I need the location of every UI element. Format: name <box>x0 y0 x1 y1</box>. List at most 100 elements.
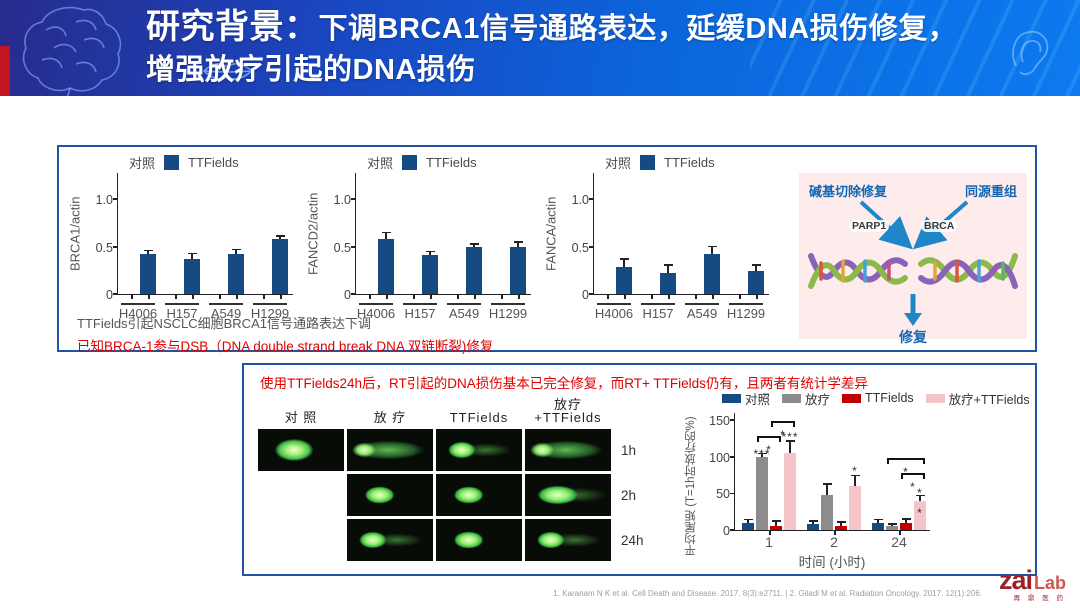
bar-plot: 0 0.5 1.0 H4006 H157 A549 H1299 <box>334 173 531 321</box>
title-line1: 下调BRCA1信号通路表达，延缓DNA损伤修复， <box>318 13 958 45</box>
bar <box>886 526 898 530</box>
legend-item: 放疗 <box>782 389 830 408</box>
category-label: H4006 <box>118 306 158 321</box>
bar <box>616 267 632 294</box>
group-underline <box>209 303 243 305</box>
chart-legend: 对照 TTFields <box>367 153 477 172</box>
x-tick <box>739 295 741 299</box>
bar <box>756 456 768 530</box>
error-bar <box>812 521 814 525</box>
error-bar-cap <box>619 258 629 260</box>
error-bar <box>747 520 749 524</box>
bar <box>742 523 754 530</box>
bar <box>784 453 796 530</box>
legend-label-ttfields: TTFields <box>664 155 715 170</box>
legend-label-ttfields: TTFields <box>188 155 239 170</box>
x-tick <box>651 295 653 299</box>
y-tick-label: 150 <box>709 414 730 428</box>
error-bar-cap <box>381 231 391 234</box>
dna-helix-break-image <box>808 253 1018 289</box>
comet-blob-image <box>347 519 433 561</box>
group-underline <box>121 303 155 305</box>
comet-header-spacer <box>614 395 644 425</box>
comet-blob-image <box>436 519 522 561</box>
error-bar <box>147 251 149 255</box>
comet-cell <box>347 429 433 471</box>
bar <box>466 246 482 294</box>
x-tick <box>236 295 238 299</box>
y-axis-label: 平均尾矩 (T=1h时放疗的%) <box>685 416 697 556</box>
legend-swatch-ttfields <box>164 155 180 170</box>
logo-zai: zai <box>998 564 1033 595</box>
brain-icon <box>22 6 122 96</box>
error-bar <box>711 247 713 255</box>
y-tick <box>351 245 356 248</box>
error-bar-cap <box>822 482 832 485</box>
x-tick <box>175 295 177 299</box>
bar <box>835 525 847 530</box>
sig-bracket <box>887 458 925 464</box>
comet-blob-image <box>347 429 433 471</box>
category-label: H157 <box>642 306 674 321</box>
comet-header: 对 照 放 疗 TTFields 放疗 +TTFields <box>258 395 644 425</box>
legend-item: 对照 <box>722 389 770 408</box>
category-label: H157 <box>166 306 198 321</box>
bar <box>228 254 244 294</box>
error-bar-cap <box>143 249 153 252</box>
y-tick-label: 0 <box>344 288 351 302</box>
diagram-label-repair: 修复 <box>899 329 927 345</box>
comet-blob-image <box>347 474 433 516</box>
x-tick <box>518 295 520 299</box>
diagram-label-homologous-recombination: 同源重组 <box>964 184 1017 199</box>
legend-label-ttfields: TTFields <box>426 155 477 170</box>
error-bar <box>385 233 387 239</box>
y-tick <box>351 293 356 295</box>
legend-swatch-ttfields <box>640 155 656 170</box>
error-bar <box>775 521 777 526</box>
x-tick <box>369 295 371 299</box>
error-bar-cap <box>743 518 753 521</box>
x-tick <box>624 295 626 299</box>
error-bar <box>517 242 519 247</box>
error-bar <box>623 259 625 268</box>
sig-star: * <box>910 479 916 494</box>
y-tick <box>589 198 594 200</box>
x-tick <box>769 531 771 535</box>
x-tick <box>756 295 758 299</box>
comet-column-label: 对 照 <box>284 410 318 426</box>
y-axis-label: BRCA1/actin <box>67 196 83 272</box>
legend-item: TTFields <box>842 391 914 405</box>
y-tick <box>113 245 118 248</box>
x-tick <box>413 295 415 299</box>
category-label: A549 <box>210 306 242 321</box>
bar <box>900 522 912 530</box>
legend-label-control: 对照 <box>367 156 394 171</box>
legend-swatch <box>722 393 741 403</box>
bar-plot: 0 50 100 150 1 2 24 *** *** * * * * * * * <box>709 413 930 550</box>
bar <box>821 494 833 530</box>
diagram-label-base-excision-repair: 碱基切除修复 <box>809 184 888 199</box>
chart-legend: 对照 TTFields <box>129 153 239 172</box>
legend-swatch <box>782 393 802 403</box>
legend-swatch <box>925 393 945 403</box>
bar <box>748 271 764 294</box>
comet-cell <box>436 474 522 516</box>
citation: 1. Karanam N K et al. Cell Death and Dis… <box>553 589 982 598</box>
group-underline <box>359 303 393 305</box>
panel-comet-assay: 使用TTFields24h后，RT引起的DNA损伤基本已完全修复，而RT+ TT… <box>242 363 1037 576</box>
comet-time-label: 1h <box>621 442 637 458</box>
error-bar-cap <box>275 235 285 237</box>
bar <box>770 525 782 530</box>
page-title: 研究背景：下调BRCA1信号通路表达，延缓DNA损伤修复， 增强放疗引起的DNA… <box>146 5 957 89</box>
comet-assay-grid: 对 照 放 疗 TTFields 放疗 +TTFields 1h 2h 24h <box>258 395 644 564</box>
category-label: H4006 <box>356 306 396 321</box>
x-tick <box>219 295 221 299</box>
error-bar-cap <box>887 523 897 525</box>
legend-label-control: 对照 <box>129 156 156 171</box>
comet-blob-image <box>436 429 522 471</box>
sig-star: * <box>766 443 772 457</box>
x-tick <box>474 295 476 299</box>
bar <box>914 500 926 530</box>
group-underline <box>403 303 437 305</box>
y-tick-label: 0 <box>723 524 730 538</box>
